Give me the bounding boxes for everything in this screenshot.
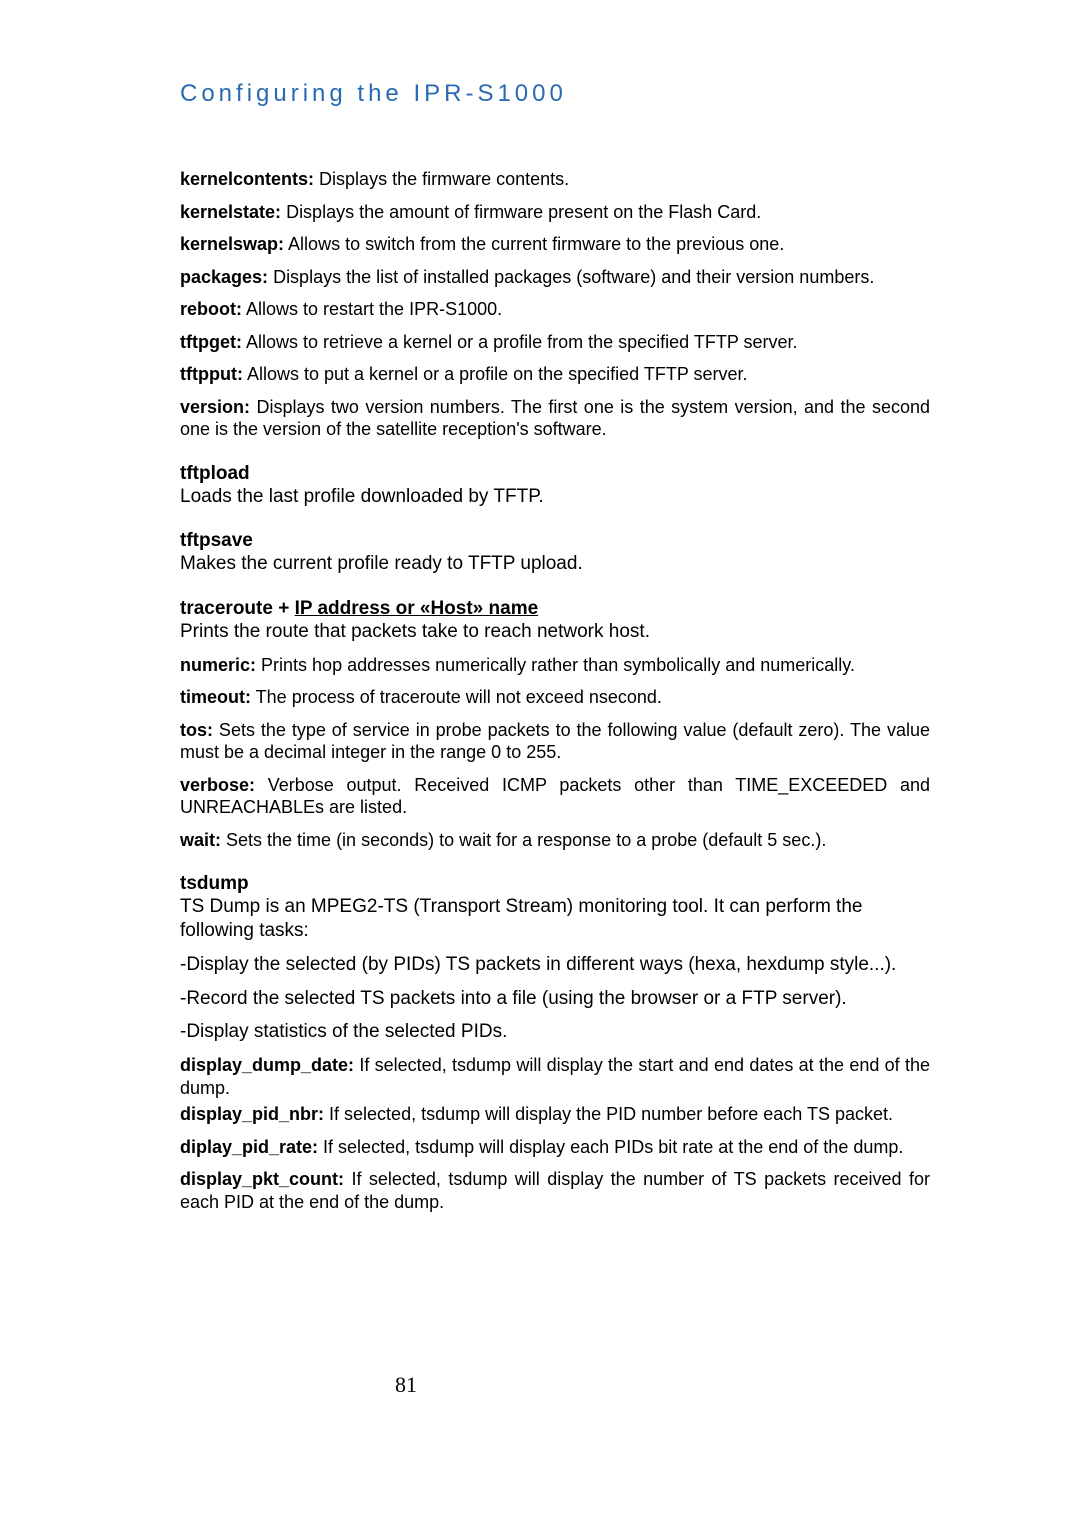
definition-item: display_dump_date: If selected, tsdump w… xyxy=(180,1054,930,1099)
section-lead: Prints the route that packets take to re… xyxy=(180,620,930,644)
desc: If selected, tsdump will display the PID… xyxy=(324,1104,893,1124)
section-heading-tftpsave: tftpsave xyxy=(180,530,930,552)
section-lead: Loads the last profile downloaded by TFT… xyxy=(180,485,930,509)
definition-item: tftpget: Allows to retrieve a kernel or … xyxy=(180,331,930,354)
term: diplay_pid_rate: xyxy=(180,1137,318,1157)
section-lead: Makes the current profile ready to TFTP … xyxy=(180,552,930,576)
page-number: 81 xyxy=(395,1372,417,1398)
desc: Allows to put a kernel or a profile on t… xyxy=(243,364,748,384)
definition-item: tftpput: Allows to put a kernel or a pro… xyxy=(180,363,930,386)
tsdump-lead-line: TS Dump is an MPEG2-TS (Transport Stream… xyxy=(180,895,930,943)
definition-item: version: Displays two version numbers. T… xyxy=(180,396,930,441)
definition-item: verbose: Verbose output. Received ICMP p… xyxy=(180,774,930,819)
term: packages: xyxy=(180,267,268,287)
term: numeric: xyxy=(180,655,256,675)
section-heading-tftpload: tftpload xyxy=(180,463,930,485)
tsdump-lead-line: -Record the selected TS packets into a f… xyxy=(180,987,930,1011)
desc: Displays the list of installed packages … xyxy=(268,267,874,287)
desc: Displays two version numbers. The first … xyxy=(180,397,930,440)
page-title: Configuring the IPR-S1000 xyxy=(180,80,930,108)
section-heading-tsdump: tsdump xyxy=(180,873,930,895)
definition-item: reboot: Allows to restart the IPR-S1000. xyxy=(180,298,930,321)
definition-item: kernelcontents: Displays the firmware co… xyxy=(180,168,930,191)
desc: If selected, tsdump will display each PI… xyxy=(318,1137,903,1157)
desc: Verbose output. Received ICMP packets ot… xyxy=(180,775,930,818)
desc: Displays the amount of firmware present … xyxy=(281,202,761,222)
definition-item: display_pid_nbr: If selected, tsdump wil… xyxy=(180,1103,930,1126)
desc: Displays the firmware contents. xyxy=(314,169,569,189)
term: version: xyxy=(180,397,250,417)
desc: The process of traceroute will not excee… xyxy=(251,687,662,707)
term: display_pid_nbr: xyxy=(180,1104,324,1124)
page-content: Configuring the IPR-S1000 kernelcontents… xyxy=(180,80,930,1468)
definition-item: display_pkt_count: If selected, tsdump w… xyxy=(180,1168,930,1213)
heading-prefix: traceroute + xyxy=(180,598,295,619)
desc: Allows to switch from the current firmwa… xyxy=(284,234,784,254)
term: wait: xyxy=(180,830,221,850)
term: timeout: xyxy=(180,687,251,707)
desc: Allows to restart the IPR-S1000. xyxy=(242,299,502,319)
heading-link: IP address or «Host» name xyxy=(295,598,539,619)
term: display_pkt_count: xyxy=(180,1169,344,1189)
term: tftpput: xyxy=(180,364,243,384)
desc: Prints hop addresses numerically rather … xyxy=(256,655,855,675)
definition-item: packages: Displays the list of installed… xyxy=(180,266,930,289)
term: kernelcontents: xyxy=(180,169,314,189)
definition-item: kernelstate: Displays the amount of firm… xyxy=(180,201,930,224)
definition-item: numeric: Prints hop addresses numericall… xyxy=(180,654,930,677)
tsdump-lead-line: -Display statistics of the selected PIDs… xyxy=(180,1020,930,1044)
term: reboot: xyxy=(180,299,242,319)
term: tftpget: xyxy=(180,332,242,352)
definition-item: wait: Sets the time (in seconds) to wait… xyxy=(180,829,930,852)
definition-item: kernelswap: Allows to switch from the cu… xyxy=(180,233,930,256)
section-heading-traceroute: traceroute + IP address or «Host» name xyxy=(180,598,930,620)
term: display_dump_date: xyxy=(180,1055,354,1075)
desc: Sets the type of service in probe packet… xyxy=(180,720,930,763)
definition-item: tos: Sets the type of service in probe p… xyxy=(180,719,930,764)
desc: Sets the time (in seconds) to wait for a… xyxy=(221,830,826,850)
desc: Allows to retrieve a kernel or a profile… xyxy=(242,332,798,352)
tsdump-lead-line: -Display the selected (by PIDs) TS packe… xyxy=(180,953,930,977)
term: tos: xyxy=(180,720,213,740)
definition-item: timeout: The process of traceroute will … xyxy=(180,686,930,709)
term: kernelstate: xyxy=(180,202,281,222)
term: kernelswap: xyxy=(180,234,284,254)
definition-item: diplay_pid_rate: If selected, tsdump wil… xyxy=(180,1136,930,1159)
term: verbose: xyxy=(180,775,255,795)
